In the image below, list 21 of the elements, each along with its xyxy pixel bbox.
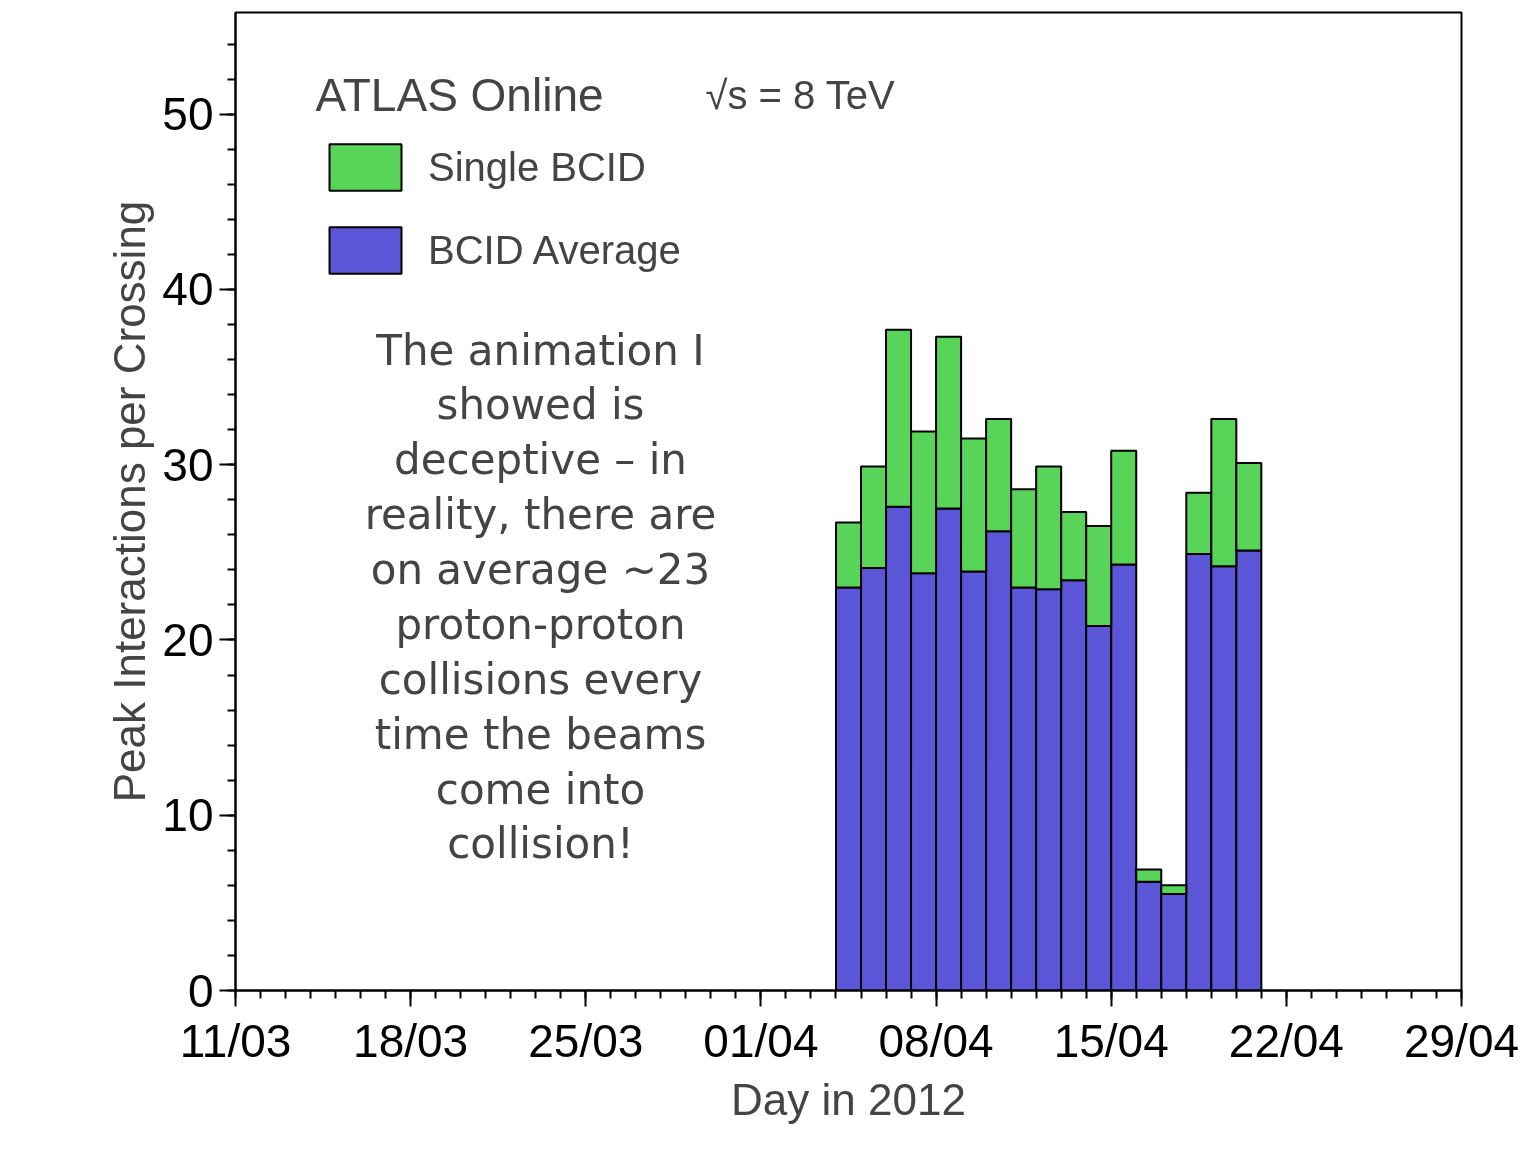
legend-label: Single BCID [428, 144, 646, 190]
y-tick-label: 40 [162, 263, 214, 316]
x-tick-label: 11/03 [179, 1014, 292, 1067]
x-tick-label: 29/04 [1403, 1014, 1520, 1067]
text: The animation I showed is deceptive – in reality, there are on average ~23 proton-proton collisions every time the beams come into collision! [364, 325, 717, 869]
annotation: √s = 8 TeV [705, 72, 895, 117]
x-tick-label: 22/04 [1228, 1014, 1344, 1067]
y-axis-title: Peak Interactions per Crossing [105, 200, 155, 803]
y-tick-label: 50 [162, 88, 214, 141]
x-axis-title: Day in 2012 [731, 1074, 966, 1124]
x-tick-label: 08/04 [878, 1014, 994, 1067]
x-tick-label: 15/04 [1053, 1014, 1169, 1067]
x-tick-label: 01/04 [703, 1014, 819, 1067]
legend-label: BCID Average [428, 227, 681, 273]
y-tick-label: 10 [162, 789, 214, 842]
annotation: ATLAS Online [315, 68, 604, 121]
y-tick-label: 30 [162, 438, 214, 491]
y-tick-label: 0 [187, 964, 214, 1017]
x-tick-label: 18/03 [353, 1014, 469, 1067]
x-tick-label: 25/03 [528, 1014, 644, 1067]
y-tick-label: 20 [162, 613, 214, 666]
